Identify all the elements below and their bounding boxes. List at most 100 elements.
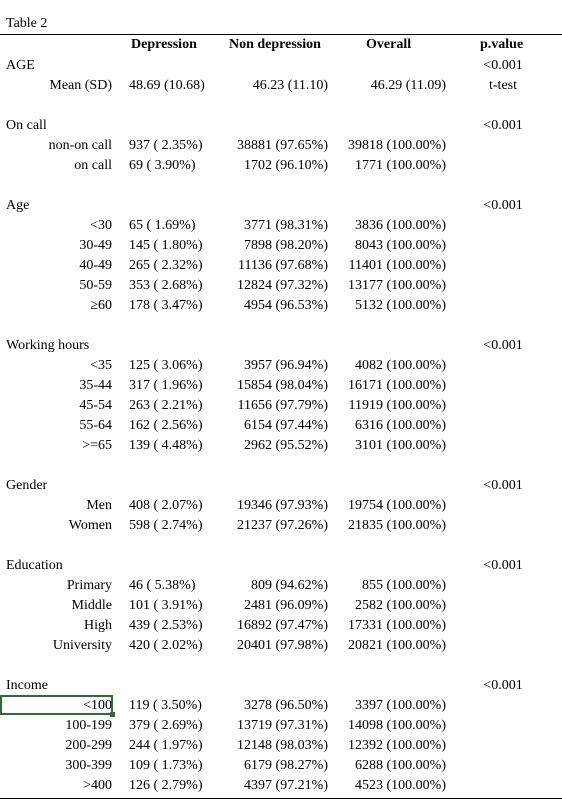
on-call-pvalue: <0.001 [483,118,523,133]
cell-depression: 46 ( 5.38%) [129,578,196,593]
education-section-label: Education [6,558,63,573]
row-label: 200-299 [65,738,112,753]
cell-overall: 1771 (100.00%) [355,158,446,173]
cell-depression: 145 ( 1.80%) [129,238,203,253]
cell-depression: 109 ( 1.73%) [129,758,203,773]
row-label: 55-64 [79,418,112,433]
income-section-label: Income [6,678,48,693]
cell-depression: 598 ( 2.74%) [129,518,203,533]
table-title: Table 2 [6,16,48,31]
cell-depression: 265 ( 2.32%) [129,258,203,273]
cell-non-depression: 11656 (97.79%) [237,398,328,413]
row-label: >400 [83,778,112,793]
age-mean-section-label: AGE [6,58,35,73]
cell-non-depression: 4397 (97.21%) [244,778,328,793]
cell-overall: 21835 (100.00%) [348,518,446,533]
cell-overall: 12392 (100.00%) [348,738,446,753]
cell-depression: 139 ( 4.48%) [129,438,203,453]
row-label: 35-44 [79,378,112,393]
cell-overall: 855 (100.00%) [362,578,446,593]
cell-non-depression: 21237 (97.26%) [237,518,328,533]
cell-non-depression: 38881 (97.65%) [237,138,328,153]
cell-depression: 353 ( 2.68%) [129,278,203,293]
age-mean-test-name: t-test [489,78,517,93]
gender-section-label: Gender [6,478,48,493]
cell-overall: 3836 (100.00%) [355,218,446,233]
cell-overall: 3397 (100.00%) [355,698,446,713]
row-label: <100 [83,698,112,713]
cell-overall: 3101 (100.00%) [355,438,446,453]
cell-depression: 119 ( 3.50%) [129,698,202,713]
row-label: 30-49 [79,238,112,253]
cell-depression: 244 ( 1.97%) [129,738,203,753]
cell-non-depression: 3278 (96.50%) [244,698,328,713]
cell-depression: 408 ( 2.07%) [129,498,203,513]
cell-overall: 4523 (100.00%) [355,778,446,793]
cell-non-depression: 2481 (96.09%) [244,598,328,613]
cell-non-depression: 7898 (98.20%) [244,238,328,253]
age-group-pvalue: <0.001 [483,198,523,213]
cell-non-depression: 11136 (97.68%) [238,258,328,273]
row-label: ≥60 [90,298,112,313]
cell-non-depression: 3957 (96.94%) [244,358,328,373]
row-label: 40-49 [79,258,112,273]
cell-depression: 439 ( 2.53%) [129,618,203,633]
bottom-rule [0,798,562,799]
cell-non-depression: 12148 (98.03%) [237,738,328,753]
gender-pvalue: <0.001 [483,478,523,493]
row-label: <30 [90,218,112,233]
top-rule [0,34,562,35]
cell-depression: 101 ( 3.91%) [129,598,203,613]
row-label: Primary [66,578,112,593]
cell-non-depression: 16892 (97.47%) [237,618,328,633]
cell-depression: 162 ( 2.56%) [129,418,203,433]
cell-overall: 16171 (100.00%) [348,378,446,393]
row-label: 100-199 [65,718,112,733]
row-label: University [52,638,112,653]
cell-overall: 11401 (100.00%) [348,258,446,273]
row-label: non-on call [48,138,112,153]
cell-non-depression: 12824 (97.32%) [237,278,328,293]
cell-non-depression: 19346 (97.93%) [237,498,328,513]
cell-non-depression: 2962 (95.52%) [244,438,328,453]
cell-non-depression: 15854 (98.04%) [237,378,328,393]
cell-depression: 65 ( 1.69%) [129,218,196,233]
cell-depression: 317 ( 1.96%) [129,378,203,393]
cell-overall: 2582 (100.00%) [355,598,446,613]
cell-overall: 46.29 (11.09) [370,78,446,93]
cell-overall: 5132 (100.00%) [355,298,446,313]
cell-depression: 126 ( 2.79%) [129,778,203,793]
age-mean-pvalue: <0.001 [483,58,523,73]
cell-overall: 11919 (100.00%) [348,398,446,413]
cell-non-depression: 1702 (96.10%) [244,158,328,173]
header-depression: Depression [131,37,197,52]
cell-non-depression: 46.23 (11.10) [252,78,328,93]
row-label: High [84,618,112,633]
cell-overall: 14098 (100.00%) [348,718,446,733]
cell-depression: 178 ( 3.47%) [129,298,203,313]
row-label: Middle [71,598,112,613]
selected-cell[interactable] [0,695,113,715]
working-hours-pvalue: <0.001 [483,338,523,353]
cell-overall: 39818 (100.00%) [348,138,446,153]
row-label: Men [86,498,112,513]
working-hours-section-label: Working hours [6,338,90,353]
cell-overall: 4082 (100.00%) [355,358,446,373]
cell-non-depression: 3771 (98.31%) [244,218,328,233]
row-label: 300-399 [65,758,112,773]
cell-depression: 125 ( 3.06%) [129,358,203,373]
fill-handle[interactable] [110,712,115,717]
row-label: Mean (SD) [49,78,112,93]
row-label: 45-54 [79,398,112,413]
education-pvalue: <0.001 [483,558,523,573]
cell-depression: 937 ( 2.35%) [129,138,203,153]
header-non-depression: Non depression [229,37,321,52]
cell-overall: 13177 (100.00%) [348,278,446,293]
cell-depression: 420 ( 2.02%) [129,638,203,653]
header-pvalue: p.value [480,37,524,52]
on-call-section-label: On call [6,118,47,133]
cell-depression: 48.69 (10.68) [129,78,205,93]
cell-overall: 20821 (100.00%) [348,638,446,653]
cell-non-depression: 13719 (97.31%) [237,718,328,733]
cell-non-depression: 20401 (97.98%) [237,638,328,653]
